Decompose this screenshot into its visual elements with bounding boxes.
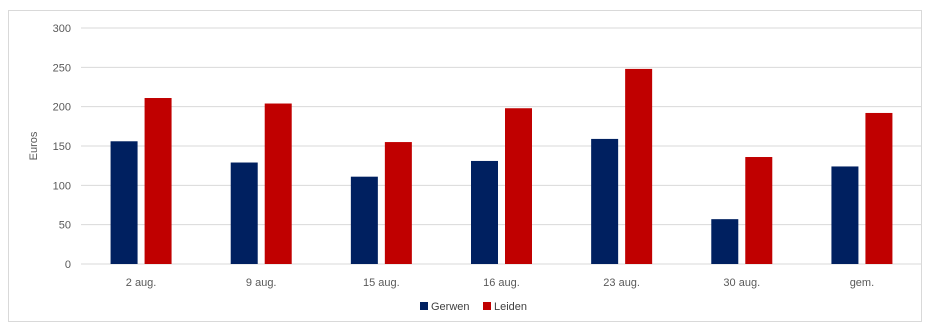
y-tick-label: 200 bbox=[53, 102, 71, 114]
bar-leiden bbox=[625, 68, 653, 264]
bar-gerwen bbox=[591, 138, 619, 264]
y-tick-label: 0 bbox=[65, 259, 71, 271]
legend-swatch-leiden bbox=[483, 302, 491, 310]
bar-gerwen bbox=[711, 219, 739, 264]
legend: Gerwen Leiden bbox=[420, 301, 527, 313]
gridlines bbox=[81, 27, 922, 265]
bar-leiden bbox=[144, 98, 172, 264]
bar-gerwen bbox=[110, 141, 138, 264]
legend-label-gerwen: Gerwen bbox=[431, 301, 470, 313]
x-tick-label: 15 aug. bbox=[363, 277, 400, 289]
y-tick-label: 300 bbox=[53, 23, 71, 35]
bar-leiden bbox=[384, 142, 412, 264]
bar-leiden bbox=[745, 157, 773, 264]
bar-gerwen bbox=[831, 166, 859, 264]
bar-leiden bbox=[264, 103, 292, 265]
y-axis-ticks: 0 50 100 150 200 250 300 bbox=[53, 23, 71, 271]
bar-gerwen bbox=[230, 162, 258, 264]
x-tick-label: gem. bbox=[850, 277, 874, 289]
y-tick-label: 150 bbox=[53, 141, 71, 153]
x-tick-label: 16 aug. bbox=[483, 277, 520, 289]
bar-gerwen bbox=[350, 176, 378, 264]
x-axis-ticks: 2 aug. 9 aug. 15 aug. 16 aug. 23 aug. 30 aug.… bbox=[126, 277, 874, 289]
bar-leiden bbox=[865, 112, 893, 265]
bars bbox=[110, 68, 893, 265]
y-tick-label: 50 bbox=[59, 220, 71, 232]
legend-label-leiden: Leiden bbox=[494, 301, 527, 313]
y-tick-label: 100 bbox=[53, 180, 71, 192]
x-tick-label: 30 aug. bbox=[723, 277, 760, 289]
bar-gerwen bbox=[471, 160, 498, 264]
x-tick-label: 9 aug. bbox=[246, 277, 277, 289]
y-tick-label: 250 bbox=[53, 62, 71, 74]
x-tick-label: 23 aug. bbox=[603, 277, 640, 289]
x-tick-label: 2 aug. bbox=[126, 277, 157, 289]
y-axis-title: Euros bbox=[28, 131, 40, 160]
legend-swatch-gerwen bbox=[420, 302, 428, 310]
bar-leiden bbox=[505, 108, 532, 265]
